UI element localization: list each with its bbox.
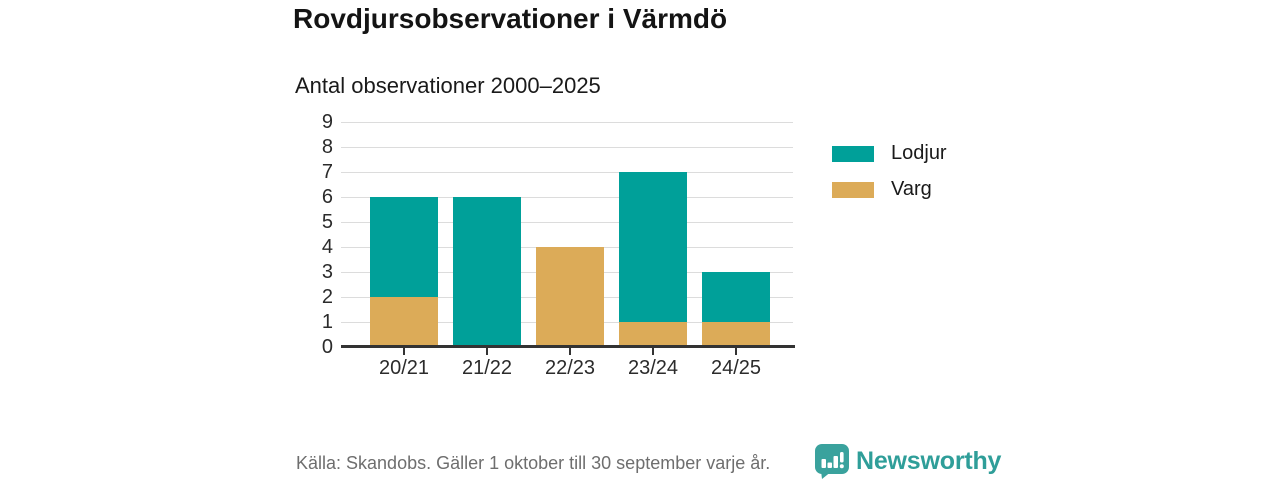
chart-subtitle: Antal observationer 2000–2025 (295, 73, 601, 98)
bar-20-21 (370, 197, 438, 347)
legend-item-varg: Varg (832, 178, 947, 201)
y-tick-label: 1 (321, 311, 333, 333)
bar-22-23 (536, 247, 604, 347)
page-title: Rovdjursobservationer i Värmdö (293, 3, 728, 34)
bar-segment-varg (619, 322, 687, 347)
x-tick (735, 348, 737, 355)
newsworthy-logo: Newsworthy (815, 444, 1001, 479)
bar-segment-lodjur (702, 272, 770, 322)
y-tick-label: 9 (321, 111, 333, 133)
newsworthy-wordmark: Newsworthy (856, 447, 1002, 475)
x-tick-label: 21/22 (461, 357, 513, 379)
bar-segment-lodjur (453, 197, 521, 347)
bar-24-25 (702, 272, 770, 347)
y-tick-label: 3 (321, 261, 333, 283)
x-tick (486, 348, 488, 355)
x-tick-label: 20/21 (378, 357, 430, 379)
gridline (341, 197, 793, 198)
y-tick-label: 7 (321, 161, 333, 183)
x-tick (403, 348, 405, 355)
legend-swatch (832, 181, 874, 198)
x-tick-label: 24/25 (710, 357, 762, 379)
x-axis-line (341, 345, 795, 348)
x-tick-label: 23/24 (627, 357, 679, 379)
bar-segment-lodjur (370, 197, 438, 297)
legend: Lodjur Varg (832, 142, 947, 214)
legend-item-lodjur: Lodjur (832, 142, 947, 165)
gridline (341, 222, 793, 223)
x-tick (652, 348, 654, 355)
gridline (341, 122, 793, 123)
legend-label: Varg (891, 178, 932, 200)
plot-area (341, 122, 793, 347)
bar-23-24 (619, 172, 687, 347)
bar-segment-lodjur (619, 172, 687, 322)
legend-swatch (832, 145, 874, 162)
bar-21-22 (453, 197, 521, 347)
gridline (341, 172, 793, 173)
y-tick-label: 2 (321, 286, 333, 308)
y-tick-label: 0 (321, 336, 333, 358)
bar-segment-varg (702, 322, 770, 347)
y-tick-label: 8 (321, 136, 333, 158)
footer-source: Källa: Skandobs. Gäller 1 oktober till 3… (296, 453, 771, 473)
y-tick-label: 4 (321, 236, 333, 258)
newsworthy-icon (815, 444, 849, 479)
x-tick (569, 348, 571, 355)
legend-label: Lodjur (891, 142, 947, 164)
y-tick-label: 5 (321, 211, 333, 233)
gridline (341, 147, 793, 148)
x-tick-label: 22/23 (544, 357, 596, 379)
bar-segment-varg (370, 297, 438, 347)
y-tick-label: 6 (321, 186, 333, 208)
bar-segment-varg (536, 247, 604, 347)
